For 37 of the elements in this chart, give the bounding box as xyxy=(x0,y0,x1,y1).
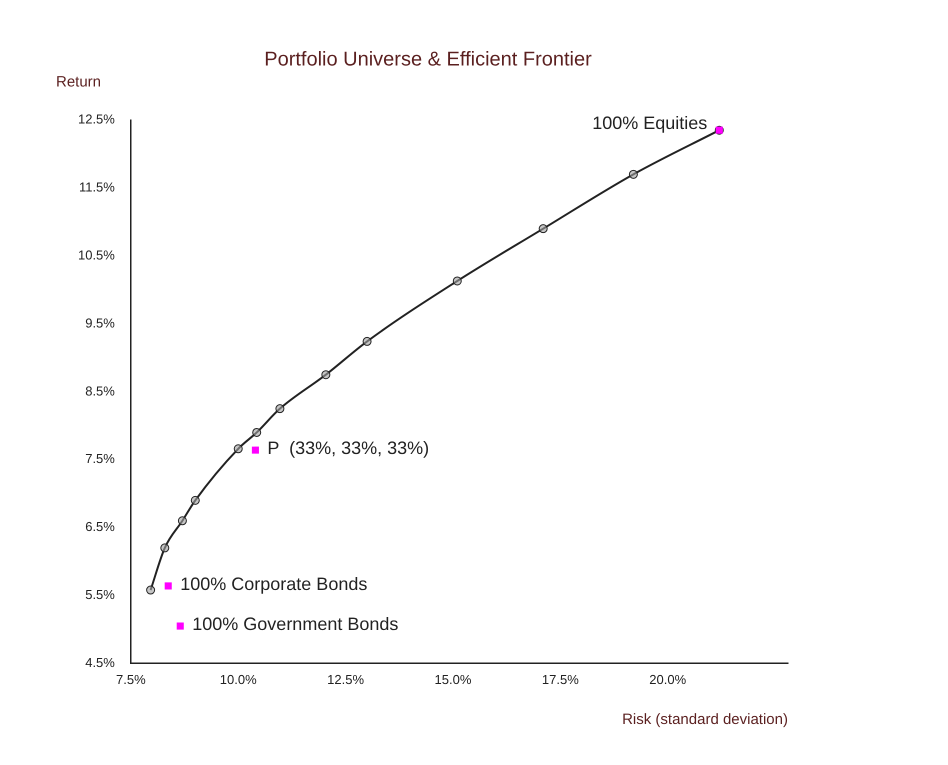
point xyxy=(362,336,372,346)
point xyxy=(176,622,184,630)
y-tick-label: 7.5% xyxy=(85,451,116,466)
y-tick-label: 5.5% xyxy=(85,587,116,602)
point xyxy=(164,582,172,590)
point xyxy=(452,276,462,286)
point xyxy=(628,170,638,179)
point xyxy=(252,428,262,437)
point xyxy=(234,444,243,454)
x-tick-label: 20.0% xyxy=(649,672,687,687)
point xyxy=(275,404,284,414)
annotation: P (33%, 33%, 33%) xyxy=(267,438,430,458)
y-tick-label: 4.5% xyxy=(85,654,116,670)
point xyxy=(146,586,156,595)
x-tick-label: 10.0% xyxy=(220,672,258,687)
point xyxy=(321,370,330,380)
x-tick-label: 17.5% xyxy=(542,672,580,687)
annotation: 100% Equities xyxy=(592,113,708,134)
point xyxy=(252,446,259,454)
chart-title: Portfolio Universe & Efficient Frontier xyxy=(264,48,592,71)
x-tick-label: 7.5% xyxy=(116,672,146,687)
y-axis-title: Return xyxy=(56,74,102,91)
point xyxy=(190,496,200,505)
x-tick-label: 15.0% xyxy=(434,672,472,687)
y-tick-label: 8.5% xyxy=(85,383,116,398)
point xyxy=(160,543,170,552)
y-tick-label: 6.5% xyxy=(85,519,116,534)
annotation: 100% Corporate Bonds xyxy=(180,574,368,594)
y-tick-label: 12.5% xyxy=(78,112,116,127)
y-tick-label: 11.5% xyxy=(78,180,116,195)
y-tick-label: 9.5% xyxy=(85,315,116,330)
point xyxy=(538,224,548,234)
x-tick-label: 12.5% xyxy=(327,672,364,687)
y-tick-label: 10.5% xyxy=(78,247,116,262)
annotation: 100% Government Bonds xyxy=(192,614,398,634)
x-axis-title: Risk (standard deviation) xyxy=(622,711,788,728)
point xyxy=(178,516,187,526)
